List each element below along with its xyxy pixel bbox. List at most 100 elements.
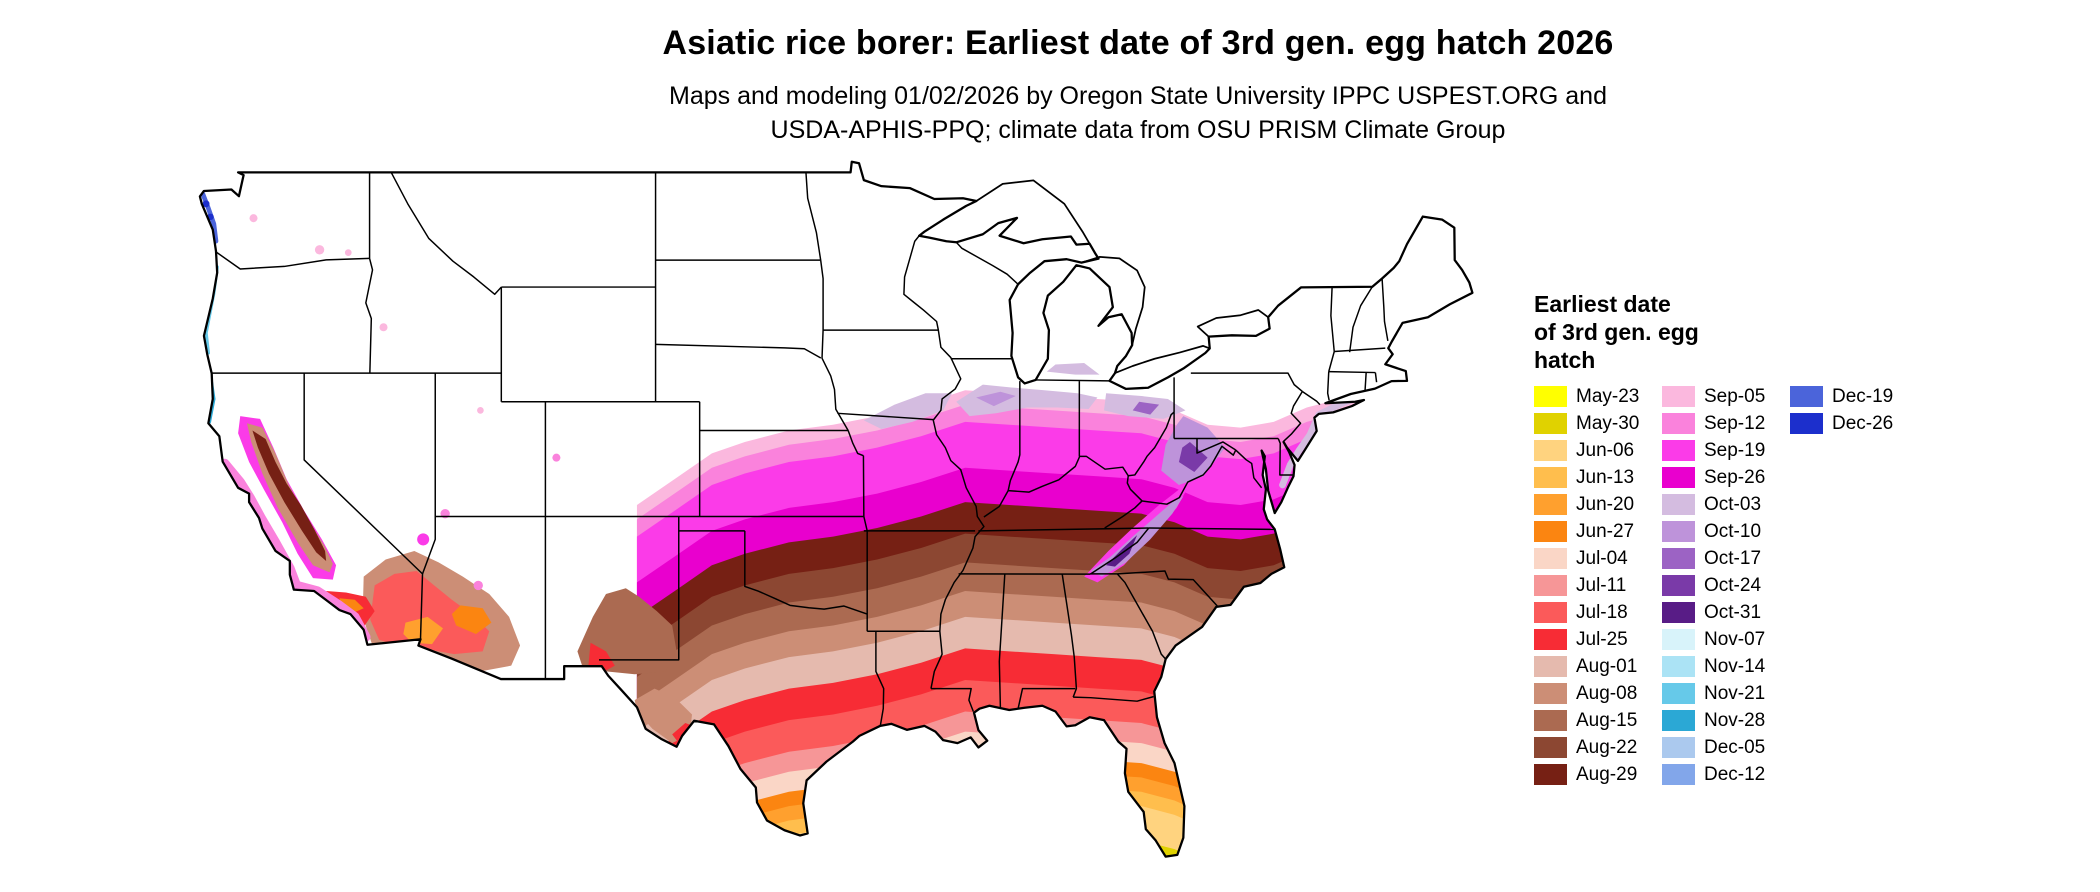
legend-swatch xyxy=(1534,440,1567,461)
legend-label: Sep-12 xyxy=(1704,412,1766,434)
state-border xyxy=(1328,370,1376,374)
state-border xyxy=(1235,449,1263,489)
legend-item: Nov-14 xyxy=(1662,656,1790,677)
state-border xyxy=(875,631,885,726)
state-border xyxy=(1141,445,1237,505)
legend-swatch xyxy=(1662,521,1695,542)
state-border xyxy=(599,516,680,661)
legend-label: Jun-27 xyxy=(1576,520,1635,542)
patch-Oct-03 xyxy=(956,384,1098,417)
patch-Aug-29 xyxy=(252,430,327,561)
legend-label: Sep-26 xyxy=(1704,466,1766,488)
patch-Jun-27 xyxy=(339,598,364,615)
legend-label: Jun-13 xyxy=(1576,466,1635,488)
legend-item: Jun-06 xyxy=(1534,440,1662,461)
legend-swatch xyxy=(1534,467,1567,488)
state-border xyxy=(1196,438,1237,454)
legend-item: Nov-28 xyxy=(1662,710,1790,731)
state-border xyxy=(847,430,864,457)
state-border xyxy=(365,258,374,374)
state-border xyxy=(1334,347,1386,353)
legend-label: Dec-26 xyxy=(1832,412,1894,434)
state-border xyxy=(998,573,1006,709)
speck-Sep-19 xyxy=(417,533,430,546)
legend-label: Oct-10 xyxy=(1704,520,1762,542)
legend-swatch xyxy=(1534,494,1567,515)
legend-swatch xyxy=(1790,413,1823,434)
legend-swatch xyxy=(1534,413,1567,434)
state-border xyxy=(1017,687,1076,709)
legend-column: May-23 May-30 Jun-06 Jun-13 Jun-20 Jun-27 Jul-… xyxy=(1534,386,1662,791)
legend-label: Jul-25 xyxy=(1576,628,1628,650)
legend-item: Aug-08 xyxy=(1534,683,1662,704)
legend-item: Sep-05 xyxy=(1662,386,1790,407)
legend-label: Dec-12 xyxy=(1704,763,1766,785)
lake-shoreline xyxy=(975,179,1091,245)
legend-item: Dec-26 xyxy=(1790,413,1918,434)
legend-label: Nov-07 xyxy=(1704,628,1766,650)
state-border xyxy=(1008,411,1175,493)
legend-label: Nov-14 xyxy=(1704,655,1766,677)
legend-item: Oct-17 xyxy=(1662,548,1790,569)
speck-Dec-26 xyxy=(202,200,210,208)
state-border xyxy=(1090,570,1219,607)
state-border xyxy=(819,260,824,331)
speck-Sep-12 xyxy=(552,453,561,462)
legend-item: Sep-26 xyxy=(1662,467,1790,488)
legend-item: Nov-07 xyxy=(1662,629,1790,650)
state-border xyxy=(1277,438,1295,476)
legend-label: Oct-24 xyxy=(1704,574,1762,596)
legend-label: Nov-28 xyxy=(1704,709,1766,731)
state-border xyxy=(655,343,822,359)
legend-item: Jul-18 xyxy=(1534,602,1662,623)
state-border xyxy=(1330,287,1335,352)
legend-swatch xyxy=(1534,764,1567,785)
legend-swatch xyxy=(1534,710,1567,731)
speck-Sep-05 xyxy=(249,214,258,223)
patch-Oct-03 xyxy=(863,393,953,429)
legend-label: Aug-29 xyxy=(1576,763,1638,785)
legend-swatch xyxy=(1534,629,1567,650)
state-border xyxy=(1116,573,1167,660)
patch-Jun-27 xyxy=(451,605,492,635)
legend-columns: May-23 May-30 Jun-06 Jun-13 Jun-20 Jun-27 Jul-… xyxy=(1534,386,1964,791)
legend-label: Oct-31 xyxy=(1704,601,1762,623)
state-border xyxy=(1328,351,1335,372)
legend-label: Aug-01 xyxy=(1576,655,1638,677)
lake-shoreline xyxy=(1081,256,1146,346)
state-border xyxy=(978,527,1149,532)
legend-column: Dec-19 Dec-26 xyxy=(1790,386,1918,791)
state-border xyxy=(1148,527,1275,531)
legend-item: Aug-15 xyxy=(1534,710,1662,731)
legend-title-line-2: of 3rd gen. egg xyxy=(1534,319,1699,345)
patch-Jul-18 xyxy=(370,571,490,655)
legend-item: Oct-03 xyxy=(1662,494,1790,515)
legend-swatch xyxy=(1662,683,1695,704)
legend-swatch xyxy=(1662,656,1695,677)
legend-label: Aug-08 xyxy=(1576,682,1638,704)
patch-Oct-10 xyxy=(1090,496,1184,577)
patch-Jun-20 xyxy=(403,616,444,645)
state-border xyxy=(805,172,822,261)
legend-swatch xyxy=(1534,548,1567,569)
legend-item: Jun-27 xyxy=(1534,521,1662,542)
legend-item: Aug-22 xyxy=(1534,737,1662,758)
legend-label: Jun-20 xyxy=(1576,493,1635,515)
state-border xyxy=(903,235,985,689)
legend-column: Sep-05 Sep-12 Sep-19 Sep-26 Oct-03 Oct-10 Oct-… xyxy=(1662,386,1790,791)
state-border xyxy=(1190,372,1303,393)
speck-Sep-12 xyxy=(473,580,483,591)
legend-label: Jul-18 xyxy=(1576,601,1628,623)
legend-item: Jul-11 xyxy=(1534,575,1662,596)
page-title: Asiatic rice borer: Earliest date of 3rd… xyxy=(662,24,1614,62)
patch-Oct-17 xyxy=(1132,401,1160,415)
lake-shoreline xyxy=(1114,345,1211,374)
legend-swatch xyxy=(1534,521,1567,542)
state-border xyxy=(1035,379,1110,382)
legend-swatch xyxy=(1534,737,1567,758)
state-border xyxy=(1104,500,1143,529)
patch-Oct-24 xyxy=(1178,441,1208,473)
legend-item: Dec-05 xyxy=(1662,737,1790,758)
legend-swatch xyxy=(1662,575,1695,596)
legend-swatch xyxy=(1662,710,1695,731)
